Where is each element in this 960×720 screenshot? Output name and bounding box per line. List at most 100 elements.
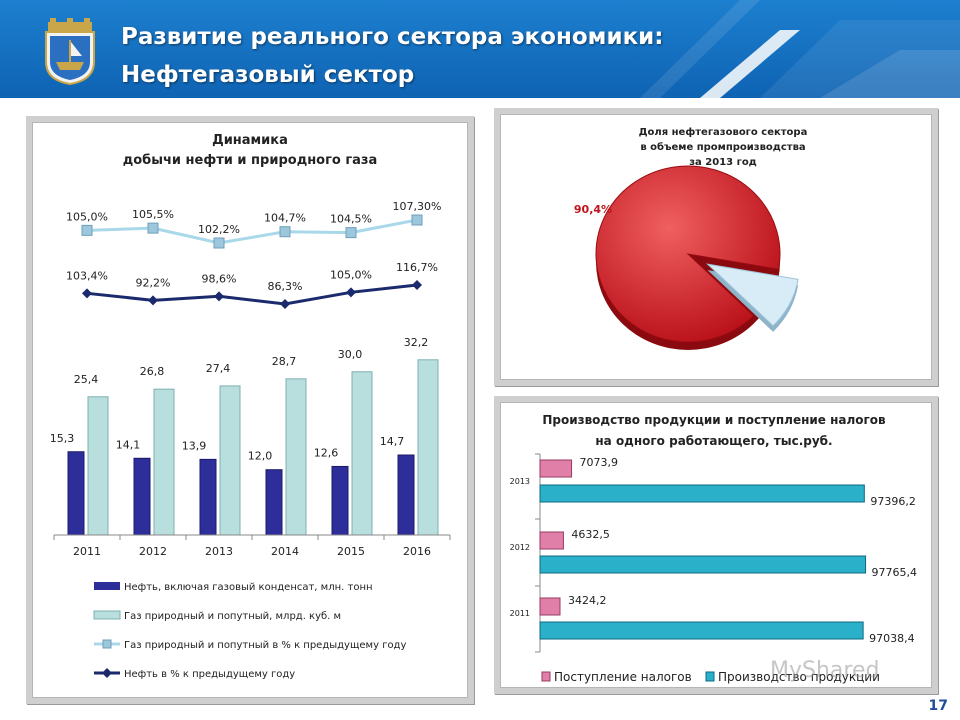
sector-share-chart-panel: Доля нефтегазового сектора в объеме промп…: [494, 108, 938, 386]
oil-bar-label: 14,7: [380, 435, 405, 448]
legend-label: Газ природный и попутный в % к предыдуще…: [124, 640, 406, 651]
oil-bar-label: 12,0: [248, 450, 273, 463]
legend-label: Производство продукции: [718, 670, 880, 684]
per-worker-bar-chart: Производство продукции и поступление нал…: [510, 413, 918, 684]
legend-swatch-gas: [93, 610, 121, 620]
oil-percent-label: 116,7%: [396, 261, 438, 274]
legend-label: Газ природный и попутный, млрд. куб. м: [124, 611, 341, 622]
gas-bar-label: 32,2: [404, 336, 429, 349]
legend-label: Поступление налогов: [554, 670, 692, 684]
legend-label: Нефть в % к предыдущему году: [124, 669, 295, 680]
slide-title-line-1: Развитие реального сектора экономики:: [121, 24, 664, 50]
oil-bar: [331, 465, 349, 536]
per-worker-chart-panel: Производство продукции и поступление нал…: [494, 396, 938, 694]
legend-marker-oil-percent: [102, 668, 112, 678]
oil-percent-point: [280, 299, 290, 309]
x-tick-label: 2011: [73, 545, 101, 558]
pie-title-line: в объеме промпроизводства: [640, 141, 805, 153]
production-bar: [539, 621, 864, 640]
oil-percent-point: [214, 291, 224, 302]
gas-bar: [351, 371, 373, 536]
pie-slice-main: [595, 165, 781, 343]
oil-bar-label: 12,6: [314, 446, 339, 459]
legend-swatch-tax: [541, 671, 551, 682]
gas-bar: [417, 359, 439, 536]
gas-percent-point: [411, 214, 423, 226]
production-bar-label: 97765,4: [872, 566, 918, 579]
x-tick-label: 2013: [205, 545, 233, 558]
oil-percent-label: 92,2%: [136, 276, 171, 289]
oil-bar: [397, 454, 415, 536]
tax-bar: [539, 531, 564, 550]
gas-percent-label: 102,2%: [198, 223, 240, 236]
oil-percent-series-line: [86, 283, 418, 306]
oil-percent-label: 103,4%: [66, 269, 108, 282]
slide-header: Развитие реального сектора экономики: Не…: [0, 0, 960, 98]
oil-bar: [199, 458, 217, 536]
production-dynamics-chart-panel: Динамика добычи нефти и природного газа 10…: [26, 116, 474, 704]
legend-marker-gas-percent: [102, 639, 112, 649]
gas-bar-label: 30,0: [338, 348, 363, 361]
gas-percent-label: 105,5%: [132, 208, 174, 221]
gas-percent-label: 104,5%: [330, 213, 372, 226]
oil-percent-point: [412, 280, 422, 290]
gas-bar-label: 25,4: [74, 373, 99, 386]
oil-bar-label: 13,9: [182, 439, 207, 452]
x-tick-label: 2016: [403, 545, 431, 558]
gas-bar: [285, 378, 307, 536]
oil-bar-label: 15,3: [50, 432, 75, 445]
bar-title-line: Производство продукции и поступление нал…: [542, 413, 886, 427]
production-bar: [539, 484, 865, 503]
pie-slice-small: [706, 263, 799, 327]
oil-percent-point: [148, 295, 158, 306]
oil-percent-label: 98,6%: [202, 272, 237, 285]
sector-share-pie-chart: Доля нефтегазового сектора в объеме промп…: [574, 126, 808, 350]
y-tick-label: 2013: [510, 477, 530, 486]
gas-bar-label: 26,8: [140, 365, 165, 378]
gas-percent-point: [213, 237, 225, 249]
bar-title-line: на одного работающего, тыс.руб.: [595, 434, 832, 448]
pie-title-line: Доля нефтегазового сектора: [639, 126, 808, 138]
chart-title-line: Динамика: [212, 133, 288, 148]
oil-percent-point: [82, 288, 92, 299]
x-tick-label: 2014: [271, 545, 299, 558]
production-bar-label: 97038,4: [869, 632, 915, 645]
header-decoration: [640, 0, 960, 98]
gas-percent-point: [279, 226, 291, 238]
x-tick-label: 2015: [337, 545, 365, 558]
gas-percent-label: 105,0%: [66, 210, 108, 223]
tax-bar-label: 4632,5: [571, 528, 610, 541]
production-dynamics-chart: Динамика добычи нефти и природного газа 10…: [50, 133, 451, 680]
oil-bar: [133, 457, 151, 536]
gas-bar: [219, 385, 241, 536]
oil-bar-label: 14,1: [116, 438, 141, 451]
y-tick-label: 2012: [510, 543, 530, 552]
legend-label: Нефть, включая газовый конденсат, млн. т…: [124, 582, 373, 593]
page-number: 17: [928, 698, 948, 714]
production-bar-label: 97396,2: [870, 495, 916, 508]
oil-bar: [265, 469, 283, 536]
oil-bar: [67, 451, 85, 536]
x-tick-label: 2012: [139, 545, 167, 558]
gas-bar: [87, 396, 109, 536]
gas-bar-label: 27,4: [206, 362, 231, 375]
coat-of-arms-icon: [45, 18, 95, 86]
gas-percent-point: [147, 222, 159, 234]
chart-title-line: добычи нефти и природного газа: [123, 153, 378, 168]
gas-percent-point: [345, 227, 357, 239]
gas-percent-point: [81, 224, 93, 236]
tax-bar-label: 3424,2: [568, 594, 607, 607]
oil-percent-label: 105,0%: [330, 268, 372, 281]
tax-bar: [539, 597, 561, 616]
pie-slice-label: 90,4%: [574, 203, 612, 216]
gas-percent-label: 107,30%: [393, 200, 442, 213]
production-bar: [539, 555, 867, 574]
watermark-text: MyShared: [770, 658, 880, 683]
pie-title-line: за 2013 год: [689, 157, 757, 168]
legend-swatch-production: [705, 671, 715, 682]
oil-percent-label: 86,3%: [268, 280, 303, 293]
slide-title-line-2: Нефтегазовый сектор: [121, 62, 415, 88]
y-tick-label: 2011: [510, 609, 530, 618]
tax-bar: [539, 459, 573, 478]
gas-bar: [153, 388, 175, 536]
